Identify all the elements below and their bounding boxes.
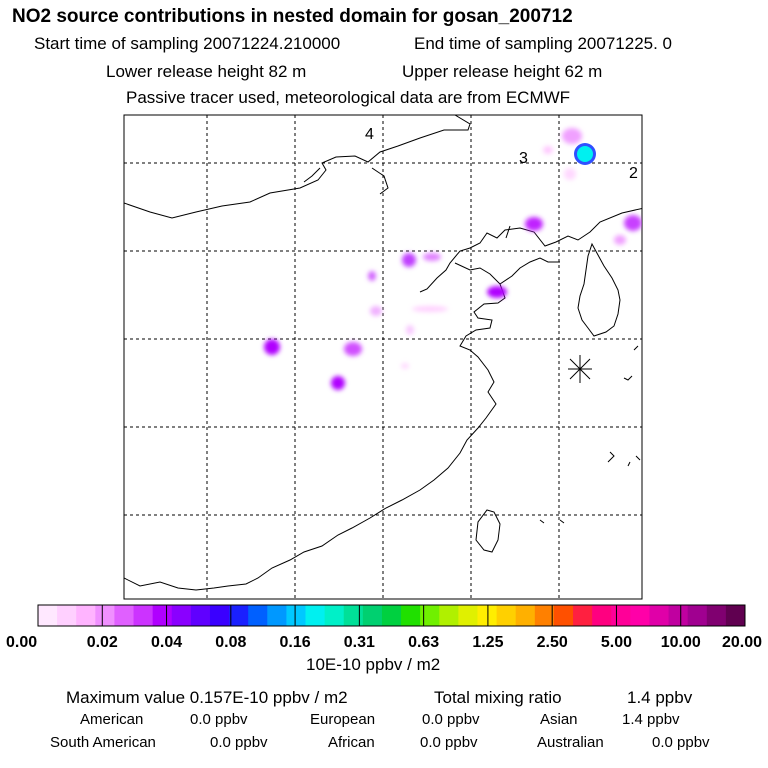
region-south-american-value: 0.0 ppbv <box>210 734 268 751</box>
region-australian-name: Australian <box>537 734 604 751</box>
region-european-name: European <box>310 711 376 728</box>
colorbar-tick-label: 0.63 <box>408 634 439 651</box>
colorbar-tick-label: 2.50 <box>537 634 568 651</box>
tracer-note-text: Passive tracer used, meteorological data… <box>126 88 571 107</box>
coastlines <box>124 115 642 591</box>
colorbar-tick-label: 0.04 <box>151 634 182 651</box>
colorbar-units: 10E-10 ppbv / m2 <box>306 655 441 674</box>
colorbar-tick-label: 0.00 <box>6 634 37 651</box>
total-mixing-label: Total mixing ratio <box>434 688 562 707</box>
region-american-value: 0.0 ppbv <box>190 711 248 728</box>
lat-lon-grid <box>124 115 642 599</box>
total-mixing-value: 1.4 ppbv <box>627 688 693 707</box>
concentration-plumes <box>264 128 642 390</box>
region-asian-name: Asian <box>540 711 578 728</box>
asterisk-icon <box>568 355 592 383</box>
region-american-name: American <box>80 711 144 728</box>
start-time-text: Start time of sampling 20071224.210000 <box>34 34 341 53</box>
region-european-value: 0.0 ppbv <box>422 711 480 728</box>
region-african-name: African <box>328 734 375 751</box>
colorbar-tick-label: 20.00 <box>722 634 762 651</box>
lower-release-text: Lower release height 82 m <box>106 62 307 81</box>
map-panel: 4 3 2 <box>123 114 643 600</box>
grid-label-2: 2 <box>629 165 638 182</box>
region-asian-value: 1.4 ppbv <box>622 711 680 728</box>
max-value-text: Maximum value 0.157E-10 ppbv / m2 <box>66 688 348 707</box>
end-time-text: End time of sampling 20071225. 0 <box>414 34 673 53</box>
colorbar-tick-label: 1.25 <box>472 634 503 651</box>
colorbar-tick-label: 0.16 <box>280 634 311 651</box>
grid-label-4: 4 <box>365 126 374 143</box>
region-south-american-name: South American <box>50 734 156 751</box>
region-australian-value: 0.0 ppbv <box>652 734 710 751</box>
page-title: NO2 source contributions in nested domai… <box>12 6 573 27</box>
colorbar-tick-label: 0.08 <box>215 634 246 651</box>
colorbar-tick-label: 5.00 <box>601 634 632 651</box>
grid-label-3: 3 <box>519 150 528 167</box>
colorbar-tick-label: 10.00 <box>661 634 701 651</box>
region-african-value: 0.0 ppbv <box>420 734 478 751</box>
colorbar-tick-label: 0.31 <box>344 634 375 651</box>
upper-release-text: Upper release height 62 m <box>402 62 603 81</box>
colorbar-tick-label: 0.02 <box>87 634 118 651</box>
